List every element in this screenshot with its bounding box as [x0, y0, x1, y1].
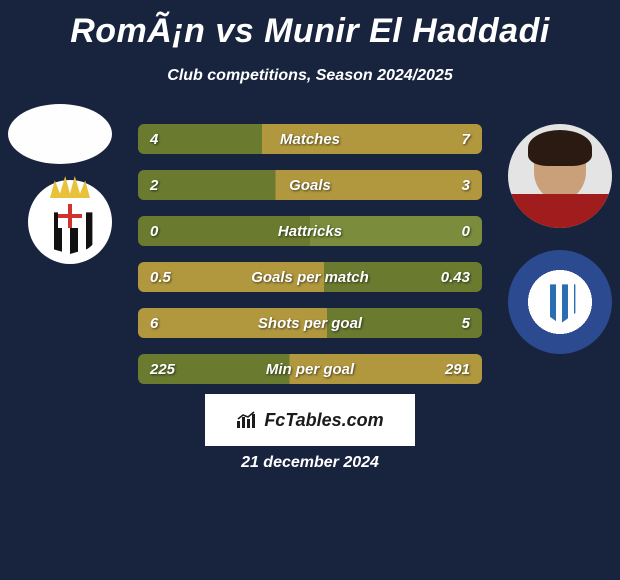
stat-right-value: 291: [445, 361, 470, 378]
stat-label: Min per goal: [138, 361, 482, 378]
stat-row: 0Hattricks0: [138, 216, 482, 246]
stat-left-value: 225: [150, 361, 175, 378]
stats-table: 4Matches7 2Goals3 0Hattricks0 0.5Goals per …: [138, 124, 482, 400]
stat-row: 6Shots per goal5: [138, 308, 482, 338]
stat-row: 2Goals3: [138, 170, 482, 200]
stat-row: 4Matches7: [138, 124, 482, 154]
stat-label: Goals per match: [138, 269, 482, 286]
stat-label: Hattricks: [138, 223, 482, 240]
stat-left-value: 6: [150, 315, 158, 332]
player-right-portrait: [508, 124, 612, 228]
stat-right-value: 0: [462, 223, 470, 240]
stat-row: 225Min per goal291: [138, 354, 482, 384]
stat-right-value: 0.43: [441, 269, 470, 286]
crest-left: [28, 180, 112, 264]
stat-right-value: 7: [462, 131, 470, 148]
stat-row: 0.5Goals per match0.43: [138, 262, 482, 292]
page-subtitle: Club competitions, Season 2024/2025: [0, 67, 620, 85]
stat-label: Matches: [138, 131, 482, 148]
stat-label: Goals: [138, 177, 482, 194]
date-text: 21 december 2024: [0, 454, 620, 472]
stat-right-value: 5: [462, 315, 470, 332]
crest-right: [508, 250, 612, 354]
stat-left-value: 0: [150, 223, 158, 240]
player-left-portrait: [8, 104, 112, 164]
attribution-text: FcTables.com: [264, 410, 383, 431]
chart-icon: [236, 411, 258, 429]
stat-label: Shots per goal: [138, 315, 482, 332]
page-title: RomÃ¡n vs Munir El Haddadi: [0, 0, 620, 51]
attribution-badge: FcTables.com: [205, 394, 415, 446]
stat-right-value: 3: [462, 177, 470, 194]
stat-left-value: 2: [150, 177, 158, 194]
stat-left-value: 0.5: [150, 269, 171, 286]
stat-left-value: 4: [150, 131, 158, 148]
